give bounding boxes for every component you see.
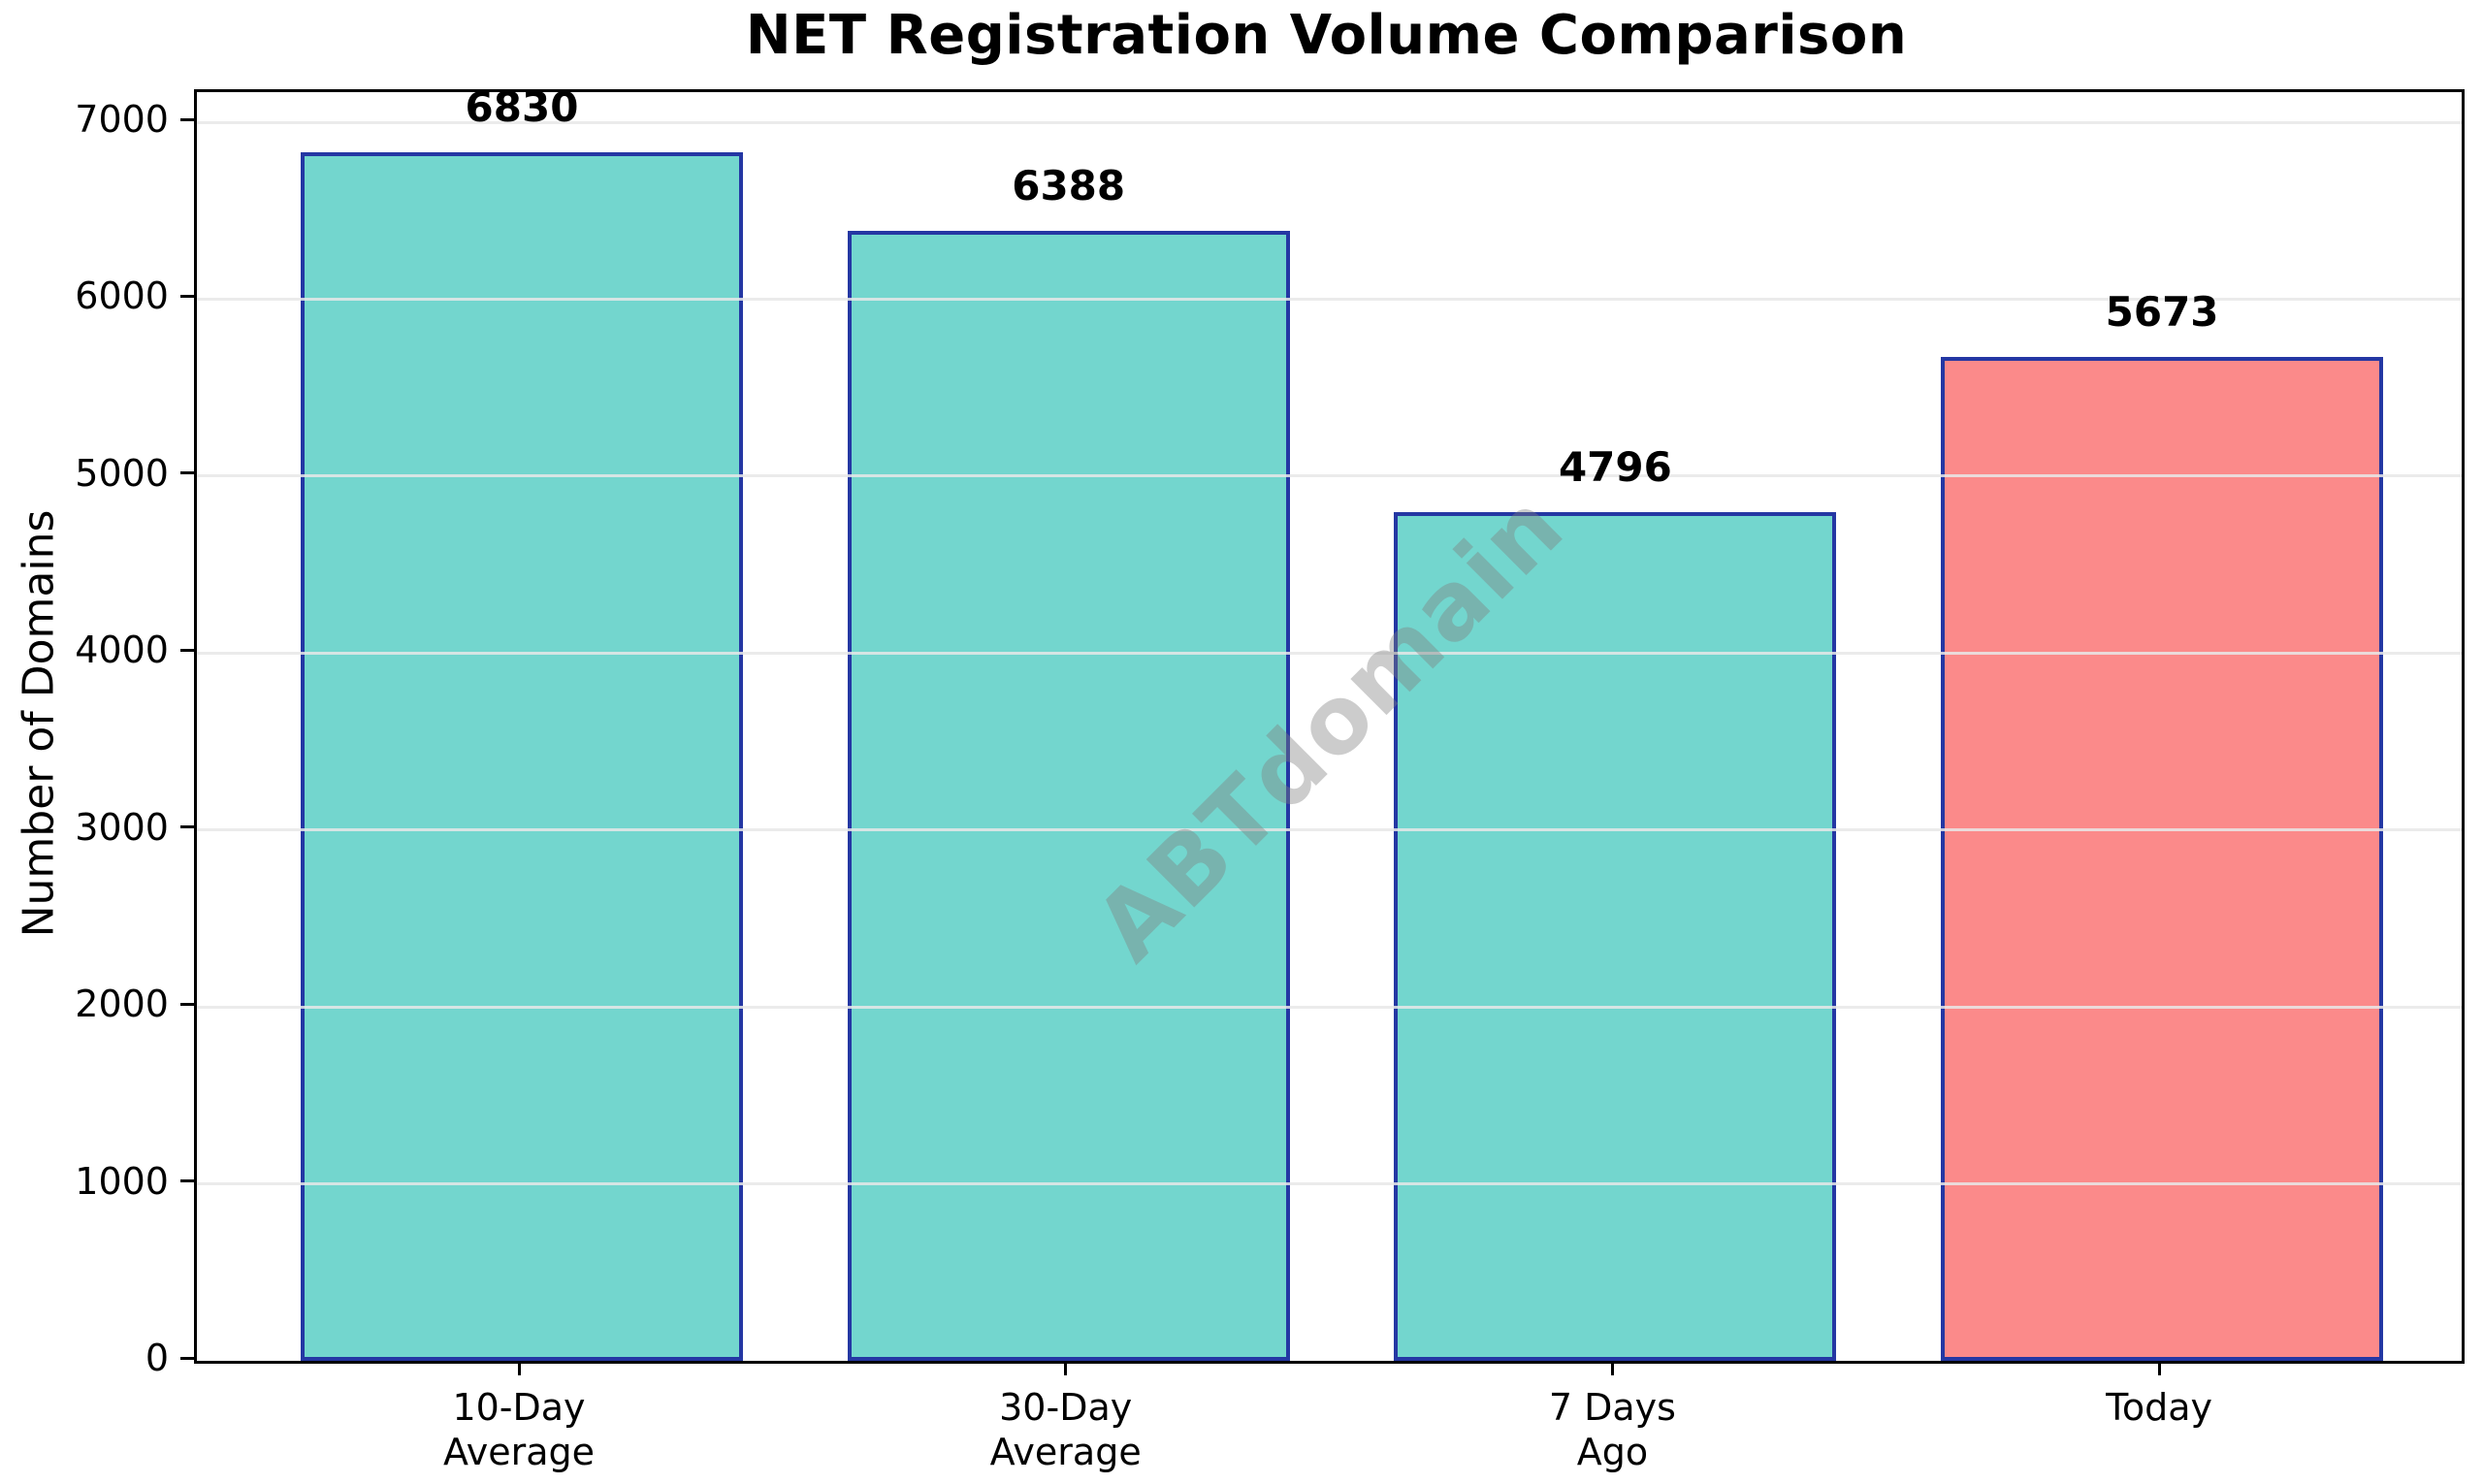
bar-value-label: 6388: [1012, 161, 1126, 210]
y-tick-label: 3000: [75, 805, 169, 849]
x-tick-mark: [1064, 1361, 1068, 1375]
gridline-y1000: [197, 1182, 2462, 1186]
y-tick-mark: [180, 1179, 194, 1183]
x-tick-mark: [1610, 1361, 1614, 1375]
y-tick-mark: [180, 1002, 194, 1006]
bar-value-label: 4796: [1558, 443, 1672, 492]
x-tick-label: 30-Day Average: [989, 1386, 1142, 1473]
y-tick-label: 5000: [75, 451, 169, 495]
gridline-y4000: [197, 651, 2462, 655]
gridline-y6000: [197, 297, 2462, 301]
chart-title: NET Registration Volume Comparison: [745, 4, 1908, 67]
y-tick-mark: [180, 471, 194, 475]
gridline-y2000: [197, 1005, 2462, 1009]
y-tick-label: 1000: [75, 1159, 169, 1203]
x-tick-label: 7 Days Ago: [1548, 1386, 1676, 1473]
plot-area: ABTdomain 6830 6388 4796 5673: [194, 83, 2465, 1364]
y-tick-label: 7000: [75, 98, 169, 141]
gridline-y7000: [197, 120, 2462, 124]
y-tick-mark: [180, 1356, 194, 1360]
x-tick-mark: [2157, 1361, 2161, 1375]
y-axis-label: Number of Domains: [14, 509, 64, 938]
y-tick-label: 6000: [75, 274, 169, 318]
y-tick-mark: [180, 825, 194, 829]
bar-1: [301, 152, 743, 1361]
gridline-y3000: [197, 828, 2462, 832]
y-tick-mark: [180, 648, 194, 652]
x-tick-label: Today: [2106, 1386, 2213, 1429]
y-tick-mark: [180, 117, 194, 121]
bar-value-label: 6830: [465, 83, 579, 132]
bar-2: [847, 230, 1290, 1361]
bar-value-label: 5673: [2105, 288, 2219, 337]
y-tick-mark: [180, 294, 194, 298]
x-tick-mark: [517, 1361, 521, 1375]
y-tick-label: 0: [145, 1337, 169, 1379]
x-tick-label: 10-Day Average: [442, 1386, 596, 1473]
y-tick-label: 2000: [75, 983, 169, 1026]
gridline-y5000: [197, 474, 2462, 478]
bar-4: [1941, 357, 2384, 1361]
y-tick-label: 4000: [75, 629, 169, 672]
